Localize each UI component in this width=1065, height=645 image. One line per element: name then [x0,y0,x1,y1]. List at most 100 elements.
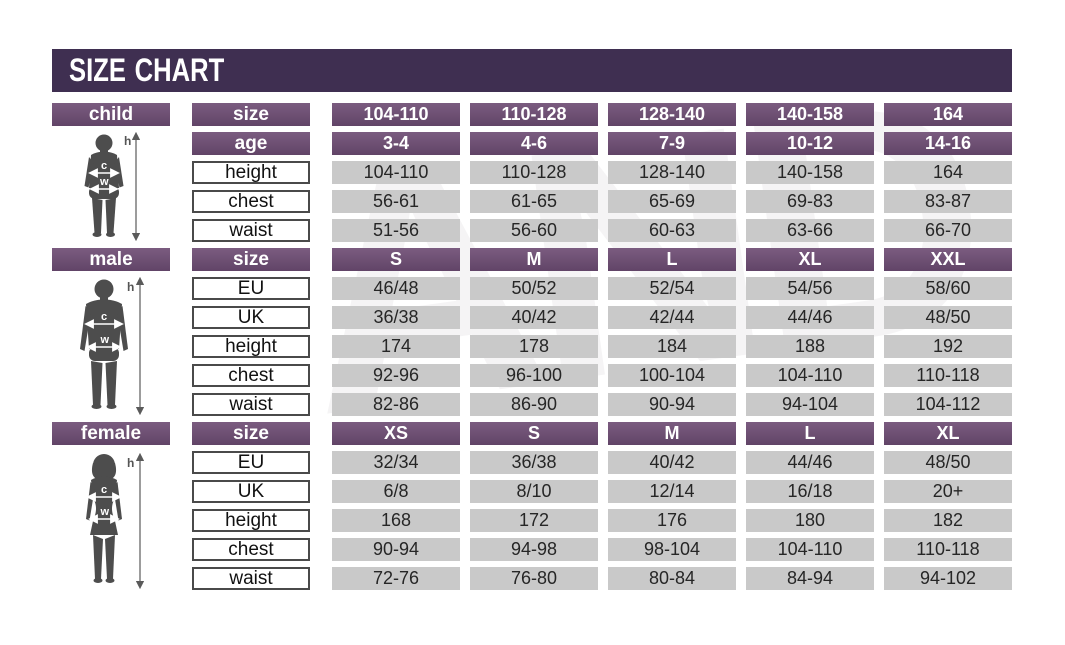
title-bar: SIZE CHART [52,49,1012,92]
row-label-chest: chest [192,538,310,561]
section-female: female h [52,422,1065,590]
waist-label: w [100,506,110,518]
value-cell: 180 [746,509,874,532]
height-label: h [124,134,131,148]
section-male: male [52,248,1065,416]
row-label-height: height [192,509,310,532]
value-cell: 140-158 [746,161,874,184]
value-cell: 63-66 [746,219,874,242]
value-cell: L [608,248,736,271]
value-cell: 168 [332,509,460,532]
value-cell: 140-158 [746,103,874,126]
value-cell: 104-112 [884,393,1012,416]
value-cell: 94-104 [746,393,874,416]
value-cell: 56-60 [470,219,598,242]
section-title-child: child [52,103,170,126]
value-cell: 76-80 [470,567,598,590]
value-cell: 178 [470,335,598,358]
value-cell: 80-84 [608,567,736,590]
value-cell: 182 [884,509,1012,532]
chest-label: c [101,160,107,172]
value-cell: XXL [884,248,1012,271]
value-cell: 83-87 [884,190,1012,213]
male-body [80,279,128,409]
value-cell: 20+ [884,480,1012,503]
value-cell: 72-76 [332,567,460,590]
chest-label: c [101,484,107,496]
value-cell: 128-140 [608,161,736,184]
value-cell: 42/44 [608,306,736,329]
row-label-waist: waist [192,393,310,416]
row-label-chest: chest [192,364,310,387]
value-cell: 110-118 [884,364,1012,387]
value-cell: 44/46 [746,306,874,329]
value-cell: 164 [884,161,1012,184]
child-figure: h c w [52,132,170,242]
row-label-uk: UK [192,480,310,503]
value-cell: 61-65 [470,190,598,213]
row-label-chest: chest [192,190,310,213]
value-cell: 104-110 [332,103,460,126]
value-cell: 40/42 [608,451,736,474]
value-cell: 188 [746,335,874,358]
value-cell: 4-6 [470,132,598,155]
value-cell: 110-128 [470,161,598,184]
value-cell: 14-16 [884,132,1012,155]
male-silhouette: h c w [80,277,145,416]
value-cell: 40/42 [470,306,598,329]
value-cell: 52/54 [608,277,736,300]
value-cell: 176 [608,509,736,532]
height-label: h [127,280,134,294]
value-cell: 164 [884,103,1012,126]
value-cell: 110-128 [470,103,598,126]
value-cell: 44/46 [746,451,874,474]
female-figure: h c w [52,451,170,590]
value-cell: 86-90 [470,393,598,416]
female-silhouette: h c w [86,452,145,590]
row-label-size: size [192,103,310,126]
section-title-female: female [52,422,170,445]
value-cell: 92-96 [332,364,460,387]
value-cell: 98-104 [608,538,736,561]
value-cell: 69-83 [746,190,874,213]
row-label-age: age [192,132,310,155]
value-cell: S [332,248,460,271]
value-cell: 36/38 [332,306,460,329]
value-cell: 54/56 [746,277,874,300]
value-cell: 128-140 [608,103,736,126]
value-cell: M [608,422,736,445]
value-cell: 7-9 [608,132,736,155]
value-cell: 104-110 [746,538,874,561]
value-cell: 46/48 [332,277,460,300]
value-cell: 8/10 [470,480,598,503]
value-cell: 60-63 [608,219,736,242]
value-cell: 3-4 [332,132,460,155]
value-cell: 174 [332,335,460,358]
section-child: child [52,103,1065,242]
value-cell: 50/52 [470,277,598,300]
value-cell: 172 [470,509,598,532]
value-cell: 192 [884,335,1012,358]
value-cell: L [746,422,874,445]
row-label-waist: waist [192,219,310,242]
value-cell: 51-56 [332,219,460,242]
height-label: h [127,456,134,470]
value-cell: 96-100 [470,364,598,387]
row-label-eu: EU [192,277,310,300]
child-silhouette: h c w [84,132,141,242]
value-cell: 48/50 [884,451,1012,474]
value-cell: 58/60 [884,277,1012,300]
value-cell: 32/34 [332,451,460,474]
value-cell: 12/14 [608,480,736,503]
value-cell: 90-94 [332,538,460,561]
value-cell: 66-70 [884,219,1012,242]
value-cell: 84-94 [746,567,874,590]
male-figure: h c w [52,277,170,416]
row-label-eu: EU [192,451,310,474]
value-cell: 90-94 [608,393,736,416]
value-cell: 56-61 [332,190,460,213]
value-cell: S [470,422,598,445]
value-cell: 10-12 [746,132,874,155]
row-label-waist: waist [192,567,310,590]
